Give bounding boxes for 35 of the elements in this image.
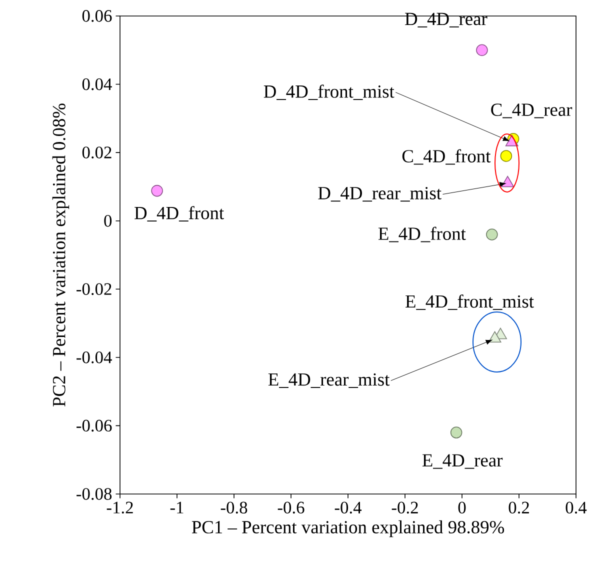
annotation: D_4D_rear xyxy=(405,12,488,28)
y-tick-label: 0 xyxy=(104,214,112,227)
point xyxy=(488,331,502,343)
x-tick-label: -1 xyxy=(170,502,184,514)
annotation: C_4D_front xyxy=(402,149,491,165)
x-tick-label: 0.4 xyxy=(566,502,587,514)
x-tick-label: -0.8 xyxy=(220,502,248,514)
annotation: E_4D_front xyxy=(378,226,466,242)
y-tick-label: -0.02 xyxy=(76,283,112,296)
y-tick-label: 0.02 xyxy=(82,146,112,158)
annotation: C_4D_rear xyxy=(491,104,572,118)
point xyxy=(450,426,462,438)
y-tick-label: -0.04 xyxy=(76,351,112,364)
annotation: D_4D_front_mist xyxy=(264,84,394,100)
y-axis-title: PC2 – Percent variation explained 0.08% xyxy=(52,104,70,406)
x-tick-label: -1.2 xyxy=(106,502,133,514)
y-tick-label: 0.04 xyxy=(82,78,112,90)
x-axis-title: PC1 – Percent variation explained 98.89% xyxy=(192,520,504,538)
x-tick-label: 0 xyxy=(458,502,466,514)
x-tick-label: -0.6 xyxy=(278,502,304,514)
y-tick-label: -0.06 xyxy=(76,420,112,432)
x-tick-label: -0.4 xyxy=(334,502,362,514)
x-tick-label: -0.2 xyxy=(392,502,418,514)
y-tick-label: 0.06 xyxy=(82,10,112,22)
point xyxy=(151,184,163,197)
annotation: E_4D_rear_mist xyxy=(268,373,390,388)
point xyxy=(486,228,498,240)
annotation: D_4D_front xyxy=(134,206,224,222)
point xyxy=(476,44,488,56)
point xyxy=(500,150,512,162)
annotation: E_4D_front_mist xyxy=(406,294,534,310)
y-tick-label: -0.08 xyxy=(76,488,112,500)
x-tick-label: 0.2 xyxy=(508,502,529,514)
annotation: D_4D_rear_mist xyxy=(318,186,442,202)
annotation: E_4D_rear xyxy=(422,454,503,469)
